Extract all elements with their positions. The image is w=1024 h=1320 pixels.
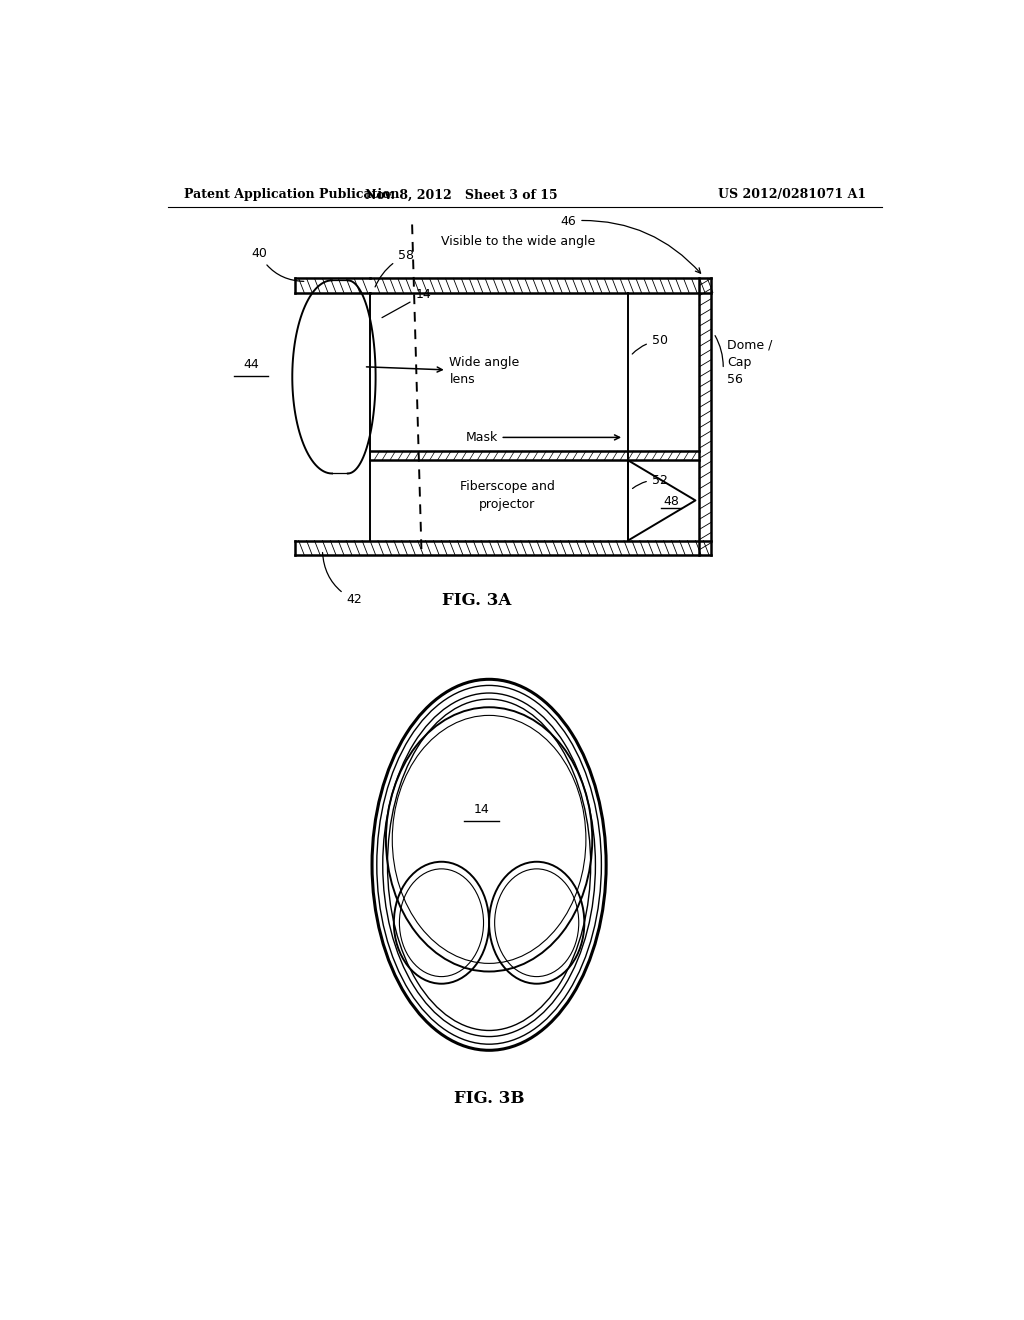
- Text: 52: 52: [633, 474, 668, 488]
- Text: 46: 46: [560, 215, 700, 273]
- Text: Nov. 8, 2012   Sheet 3 of 15: Nov. 8, 2012 Sheet 3 of 15: [365, 189, 558, 202]
- Text: 14: 14: [473, 803, 489, 816]
- Text: 50: 50: [632, 334, 668, 354]
- Text: 40: 40: [251, 247, 304, 281]
- Text: Visible to the wide angle: Visible to the wide angle: [441, 235, 596, 248]
- Text: FIG. 3B: FIG. 3B: [454, 1090, 524, 1107]
- Text: 14: 14: [382, 288, 431, 318]
- Text: Patent Application Publication: Patent Application Publication: [183, 189, 399, 202]
- Text: Dome /
Cap
56: Dome / Cap 56: [727, 339, 772, 385]
- Text: Fiberscope and
projector: Fiberscope and projector: [460, 480, 554, 511]
- Text: 48: 48: [664, 495, 680, 508]
- Text: Wide angle
lens: Wide angle lens: [367, 356, 519, 387]
- Text: FIG. 3A: FIG. 3A: [442, 593, 512, 609]
- Text: 42: 42: [323, 553, 362, 606]
- Text: US 2012/0281071 A1: US 2012/0281071 A1: [718, 189, 866, 202]
- Text: 58: 58: [375, 249, 414, 286]
- Text: Mask: Mask: [465, 430, 620, 444]
- Text: 44: 44: [243, 358, 259, 371]
